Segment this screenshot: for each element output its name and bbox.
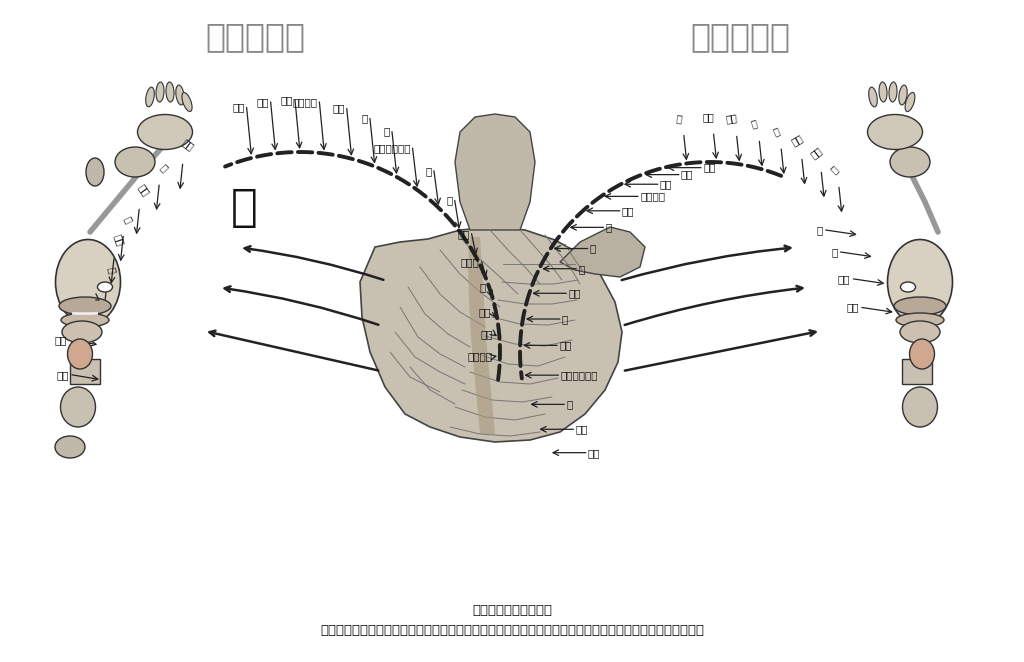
Text: 上腕: 上腕 <box>725 113 738 124</box>
Text: 脚: 脚 <box>816 225 822 235</box>
Text: 前腕: 前腕 <box>702 112 715 122</box>
Text: 鼻: 鼻 <box>590 244 596 254</box>
Ellipse shape <box>868 87 878 107</box>
Text: 舌: 舌 <box>566 399 572 409</box>
Text: 舌: 舌 <box>480 282 486 292</box>
Text: 首: 首 <box>361 113 368 123</box>
Text: 歯・歯茎・顎: 歯・歯茎・顎 <box>560 370 598 380</box>
Text: 性器: 性器 <box>847 303 859 312</box>
Text: 上唇: 上唇 <box>568 288 581 299</box>
Text: 体幹: 体幹 <box>790 133 805 148</box>
Polygon shape <box>468 237 495 434</box>
Ellipse shape <box>894 297 946 315</box>
Text: 頭: 頭 <box>771 126 781 137</box>
Polygon shape <box>560 227 645 277</box>
Ellipse shape <box>900 282 915 292</box>
Text: 咀嚼: 咀嚼 <box>480 330 493 340</box>
Ellipse shape <box>137 115 193 150</box>
Ellipse shape <box>166 82 174 102</box>
Ellipse shape <box>182 93 193 111</box>
Text: 嚥下: 嚥下 <box>478 308 490 318</box>
Text: 顔: 顔 <box>426 166 432 175</box>
Ellipse shape <box>55 436 85 458</box>
Bar <box>70 359 100 384</box>
Text: 足指: 足指 <box>838 274 850 284</box>
Text: くび: くび <box>809 145 824 160</box>
Text: 発声: 発声 <box>457 228 470 239</box>
Text: 唇: 唇 <box>562 314 568 324</box>
Text: 手: 手 <box>675 113 682 123</box>
Text: 小指: 小指 <box>703 163 716 173</box>
Text: のど: のど <box>575 424 588 434</box>
Text: 唾液分泌: 唾液分泌 <box>468 352 493 361</box>
Text: 薬指: 薬指 <box>681 169 693 179</box>
Text: まぶたと眼球: まぶたと眼球 <box>373 143 411 153</box>
Ellipse shape <box>115 147 155 177</box>
Text: 足指: 足指 <box>56 370 69 380</box>
Ellipse shape <box>905 93 914 112</box>
Polygon shape <box>360 227 622 442</box>
Ellipse shape <box>61 313 109 327</box>
Text: 親指: 親指 <box>332 103 345 114</box>
Ellipse shape <box>145 87 155 107</box>
Text: 下唇: 下唇 <box>559 340 571 350</box>
Polygon shape <box>455 114 535 230</box>
Ellipse shape <box>156 82 164 102</box>
Text: 踵: 踵 <box>106 266 117 274</box>
Ellipse shape <box>902 387 938 427</box>
Text: 人差し指: 人差し指 <box>293 97 317 107</box>
Ellipse shape <box>900 321 940 343</box>
Text: 足首: 足首 <box>54 335 68 345</box>
Ellipse shape <box>86 158 104 186</box>
Text: 手: 手 <box>230 187 257 230</box>
Text: 親指: 親指 <box>622 206 634 216</box>
Ellipse shape <box>62 321 102 343</box>
Text: 顔: 顔 <box>579 263 585 273</box>
Ellipse shape <box>909 339 935 369</box>
Text: 体性感覚野: 体性感覚野 <box>690 21 790 54</box>
Text: 脳を正面から見たときの前頭葉（一次運動野）と頭頂葉（一次体性感覚野）それぞれの断面を並べてある。: 脳を正面から見たときの前頭葉（一次運動野）と頭頂葉（一次体性感覚野）それぞれの断… <box>319 624 705 636</box>
Text: 小指: 小指 <box>232 103 245 113</box>
Bar <box>902 359 932 384</box>
Text: ひざ: ひざ <box>113 232 126 247</box>
Ellipse shape <box>888 240 952 324</box>
Text: 薬指: 薬指 <box>256 97 268 107</box>
Text: 肘: 肘 <box>159 162 170 173</box>
Ellipse shape <box>896 313 944 327</box>
Text: 中指: 中指 <box>281 95 293 105</box>
Text: 腰: 腰 <box>828 164 840 175</box>
Text: 手首: 手首 <box>180 137 196 152</box>
Text: 眼: 眼 <box>605 222 612 232</box>
Text: 肩: 肩 <box>751 118 759 129</box>
Text: 人差し指: 人差し指 <box>640 191 665 201</box>
Ellipse shape <box>176 85 184 105</box>
Ellipse shape <box>879 82 887 102</box>
Ellipse shape <box>899 85 907 105</box>
Text: 腹腔: 腹腔 <box>588 448 600 457</box>
Ellipse shape <box>59 297 111 315</box>
Ellipse shape <box>890 147 930 177</box>
Text: 中指: 中指 <box>659 179 673 189</box>
Ellipse shape <box>55 240 121 324</box>
Ellipse shape <box>889 82 897 102</box>
Text: ＊ホムンクルス図は、: ＊ホムンクルス図は、 <box>472 604 552 616</box>
Text: 体幹: 体幹 <box>137 182 152 197</box>
Text: 下あご: 下あご <box>461 257 479 267</box>
Ellipse shape <box>97 282 113 292</box>
Text: 唇: 唇 <box>446 195 453 205</box>
Text: 足: 足 <box>831 247 838 257</box>
Ellipse shape <box>60 387 95 427</box>
Text: 一次運動野: 一次運動野 <box>205 21 305 54</box>
Ellipse shape <box>867 115 923 150</box>
Text: 額: 額 <box>384 126 390 136</box>
Ellipse shape <box>68 339 92 369</box>
Text: 膝: 膝 <box>123 214 134 224</box>
